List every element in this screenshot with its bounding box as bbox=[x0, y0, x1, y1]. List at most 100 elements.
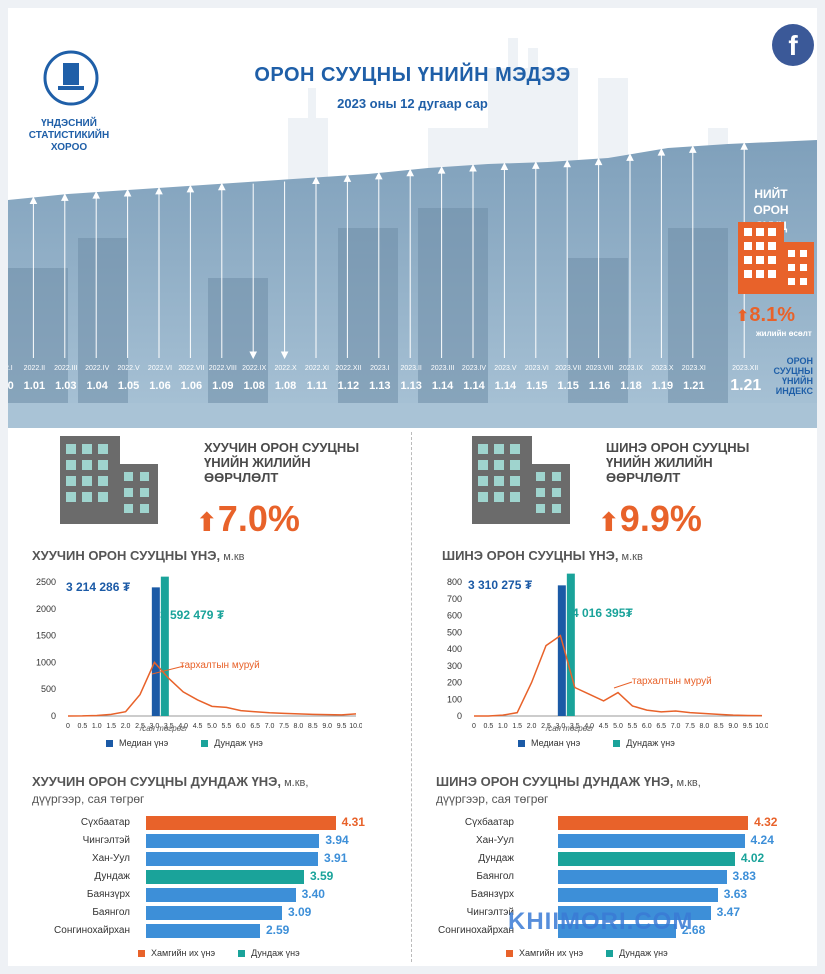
arrow-up-icon bbox=[626, 153, 634, 161]
legend-swatch bbox=[238, 950, 246, 958]
district-label: Сүхбаатар bbox=[80, 817, 130, 828]
old-housing-building-icon bbox=[60, 436, 158, 524]
legend-mean: Дундаж үнэ bbox=[626, 738, 675, 748]
x-tick-label: 7.0 bbox=[671, 723, 681, 730]
org-name-line: ХОРОО bbox=[50, 142, 88, 153]
facebook-icon[interactable]: f bbox=[772, 24, 814, 66]
index-value: 1.19 bbox=[651, 380, 674, 392]
index-value: 1.21 bbox=[683, 380, 705, 392]
up-arrow-icon: ⬆ bbox=[598, 507, 620, 537]
period-label: 2022.IV bbox=[85, 365, 110, 372]
old-mean-value: 3 592 479 ₮ bbox=[160, 608, 225, 622]
y-tick-label: 700 bbox=[447, 594, 462, 604]
arrow-up-icon bbox=[437, 165, 446, 174]
period-label: 2023.VII bbox=[555, 365, 582, 372]
index-value: 1.05 bbox=[117, 380, 140, 392]
x-tick-label: 1.0 bbox=[498, 723, 508, 730]
district-value: 3.47 bbox=[716, 905, 741, 919]
old-district-bar-chart: Сүхбаатар 4.31 Чингэлтэй 3.94 Хан-Уул 3.91 Дун… bbox=[8, 815, 408, 946]
arrow-up-icon bbox=[123, 188, 132, 197]
curve-label-leader bbox=[613, 681, 633, 689]
old-change-title-line: ӨӨРЧЛӨЛТ bbox=[204, 470, 279, 485]
index-value: 1.08 bbox=[274, 380, 297, 392]
index-value: 1.06 bbox=[149, 380, 171, 392]
arrow-up-icon bbox=[531, 161, 540, 169]
x-tick-label: 8.0 bbox=[294, 723, 304, 730]
index-label: ОРОН СУУЦНЫ ҮНИЙН ИНДЕКС bbox=[753, 356, 813, 396]
x-tick-label: 4.0 bbox=[178, 723, 188, 730]
new-change-percent: 9.9% bbox=[619, 498, 702, 539]
district-value: 2.59 bbox=[265, 923, 290, 937]
x-tick-label: 6.5 bbox=[250, 723, 260, 730]
period-label: 2023.VI bbox=[524, 365, 549, 372]
old-xaxis-caption: /сая төгрөг/ bbox=[140, 724, 188, 733]
x-tick-label: 4.5 bbox=[599, 723, 609, 730]
district-bar bbox=[146, 888, 296, 902]
period-label: 2022.I bbox=[8, 365, 13, 372]
x-tick-label: 5.5 bbox=[222, 723, 232, 730]
period-label: 2022.II bbox=[23, 365, 46, 372]
arrow-up-icon bbox=[92, 191, 101, 199]
arrow-up-icon bbox=[563, 159, 572, 168]
old-median-value: 3 214 286 ₮ bbox=[66, 580, 131, 594]
x-tick-label: 5.5 bbox=[628, 723, 638, 730]
old-district-title-sub: дүүргээр, сая төгрөг bbox=[32, 792, 145, 806]
district-bar bbox=[558, 924, 676, 938]
new-change-title-line: ӨӨРЧЛӨЛТ bbox=[606, 470, 681, 485]
index-label-line: ОРОН СУУЦНЫ bbox=[773, 356, 813, 376]
period-label: 2023.V bbox=[494, 365, 517, 372]
period-label: 2022.VI bbox=[147, 365, 173, 372]
x-tick-label: 7.5 bbox=[279, 723, 289, 730]
index-value: 1.16 bbox=[588, 380, 611, 392]
y-tick-label: 200 bbox=[447, 678, 462, 688]
distribution-curve bbox=[67, 661, 357, 717]
period-label: 2023.I bbox=[370, 365, 390, 372]
x-tick-label: 9.0 bbox=[322, 723, 332, 730]
x-tick-label: 5.0 bbox=[613, 723, 623, 730]
district-bar bbox=[558, 888, 718, 902]
total-housing-percent: 8.1% bbox=[749, 304, 795, 326]
new-median-value: 3 310 275 ₮ bbox=[468, 578, 533, 592]
district-value: 3.09 bbox=[287, 905, 312, 919]
y-tick-label: 500 bbox=[447, 627, 462, 637]
arrow-up-icon bbox=[406, 168, 415, 177]
index-value: 1.13 bbox=[369, 380, 391, 392]
x-tick-label: 2.5 bbox=[135, 723, 145, 730]
district-label: Дундаж bbox=[94, 871, 130, 882]
y-tick-label: 100 bbox=[447, 694, 462, 704]
legend-swatch bbox=[613, 740, 621, 748]
new-district-title-sub: дүүргээр, сая төгрөг bbox=[436, 792, 549, 806]
old-change: ⬆7.0% bbox=[196, 498, 300, 540]
index-value: 1.14 bbox=[494, 380, 517, 392]
logo-emblem bbox=[43, 50, 99, 106]
distribution-curve bbox=[474, 634, 763, 717]
x-tick-label: 2.5 bbox=[541, 723, 551, 730]
old-change-title-line: ҮНИЙН ЖИЛИЙН bbox=[204, 455, 311, 470]
old-change-title: ХУУЧИН ОРОН СУУЦНЫ ҮНИЙН ЖИЛИЙН ӨӨРЧЛӨЛТ bbox=[204, 440, 359, 485]
legend-mean: Дундаж үнэ bbox=[214, 738, 263, 748]
new-dist-legend: Медиан үнэ Дундаж үнэ bbox=[518, 738, 675, 748]
arrow-up-icon bbox=[155, 186, 163, 195]
index-value: 1.15 bbox=[526, 380, 548, 392]
district-value: 3.94 bbox=[325, 833, 349, 847]
index-value: 1.04 bbox=[86, 380, 108, 392]
x-tick-label: 3.5 bbox=[570, 723, 580, 730]
x-tick-label: 7.0 bbox=[265, 723, 275, 730]
y-tick-label: 300 bbox=[447, 661, 462, 671]
old-price-chart-unit: м.кв bbox=[220, 551, 245, 563]
y-tick-label: 1500 bbox=[36, 631, 56, 641]
old-district-title: ХУУЧИН ОРОН СУУЦНЫ ДУНДАЖ ҮНЭ, м.кв, дүү… bbox=[32, 774, 308, 807]
arrow-up-icon bbox=[29, 196, 38, 204]
district-label: Сонгинохайрхан bbox=[54, 925, 130, 936]
legend-swatch bbox=[138, 950, 145, 958]
x-tick-label: 10.0 bbox=[755, 723, 768, 730]
x-tick-label: 0.5 bbox=[484, 723, 494, 730]
x-tick-label: 2.0 bbox=[121, 723, 131, 730]
old-dist-legend: Медиан үнэ Дундаж үнэ bbox=[106, 738, 263, 748]
district-value: 4.02 bbox=[740, 851, 765, 865]
period-label: 2023.IV bbox=[461, 365, 487, 372]
legend-max: Хамгийн их үнэ bbox=[151, 948, 216, 958]
hero-background bbox=[8, 38, 817, 428]
legend-median: Медиан үнэ bbox=[119, 738, 169, 748]
old-district-title-text: ХУУЧИН ОРОН СУУЦНЫ ДУНДАЖ ҮНЭ, bbox=[32, 774, 282, 789]
